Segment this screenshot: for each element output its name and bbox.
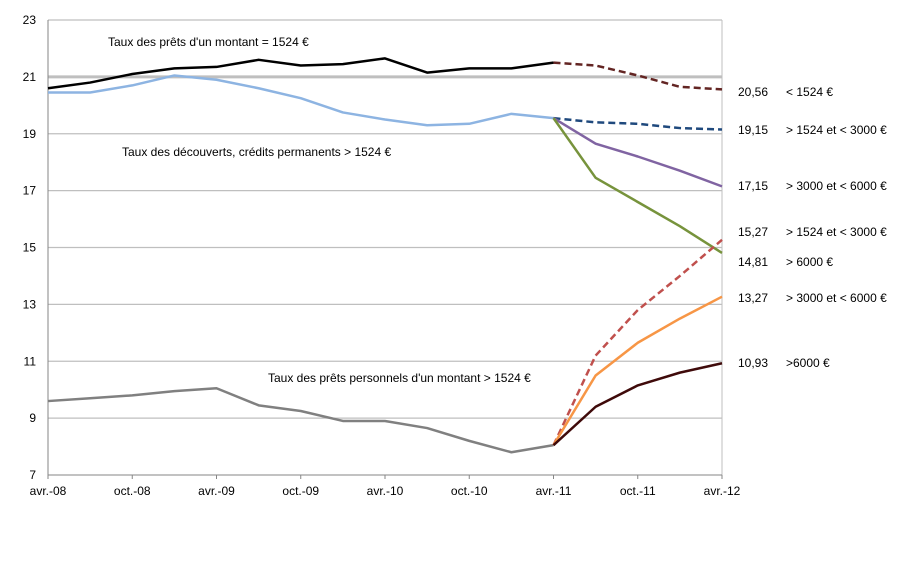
series-line	[552, 295, 723, 446]
series-line	[552, 117, 723, 254]
x-tick-label: avr.-08	[30, 484, 67, 498]
x-tick-label: avr.-09	[198, 484, 235, 498]
series-line	[47, 57, 554, 90]
end-value-label: 10,93	[738, 356, 768, 370]
end-category-label: >6000 €	[786, 356, 830, 370]
end-category-label: > 6000 €	[786, 255, 833, 269]
end-value-label: 20,56	[738, 85, 768, 99]
y-tick-label: 13	[23, 297, 37, 311]
end-category-label: > 3000 et < 6000 €	[786, 291, 887, 305]
y-tick-label: 23	[23, 13, 37, 27]
series-line	[553, 116, 723, 131]
series-line	[47, 387, 554, 454]
y-tick-label: 11	[24, 354, 37, 368]
end-category-label: > 1524 et < 3000 €	[786, 123, 887, 137]
end-value-label: 13,27	[738, 291, 768, 305]
series-line	[553, 61, 723, 91]
x-tick-label: oct.-10	[451, 484, 488, 498]
annotation-decouverts: Taux des découverts, crédits permanents …	[122, 145, 391, 159]
y-tick-label: 9	[29, 411, 36, 425]
x-tick-label: oct.-11	[620, 484, 656, 498]
y-tick-label: 21	[23, 70, 37, 84]
y-tick-label: 19	[23, 127, 37, 141]
x-tick-label: avr.-10	[367, 484, 404, 498]
x-tick-label: oct.-09	[282, 484, 319, 498]
y-tick-label: 15	[23, 241, 37, 255]
annotation-prets-personnels: Taux des prêts personnels d'un montant >…	[268, 371, 531, 385]
y-tick-label: 7	[29, 468, 36, 482]
series-line	[552, 238, 723, 446]
x-tick-label: avr.-12	[704, 484, 741, 498]
end-category-label: > 3000 et < 6000 €	[786, 179, 887, 193]
annotation-prets-1524: Taux des prêts d'un montant = 1524 €	[108, 35, 309, 49]
series-line	[552, 117, 723, 188]
end-value-label: 15,27	[738, 225, 768, 239]
x-tick-label: avr.-11	[536, 484, 572, 498]
end-category-label: < 1524 €	[786, 85, 833, 99]
x-tick-label: oct.-08	[114, 484, 151, 498]
series-line	[48, 74, 554, 127]
end-value-label: 19,15	[738, 123, 768, 137]
end-category-label: > 1524 et < 3000 €	[786, 225, 887, 239]
y-tick-label: 17	[23, 184, 37, 198]
series-line	[552, 362, 723, 447]
end-value-label: 14,81	[738, 255, 768, 269]
end-value-label: 17,15	[738, 179, 768, 193]
